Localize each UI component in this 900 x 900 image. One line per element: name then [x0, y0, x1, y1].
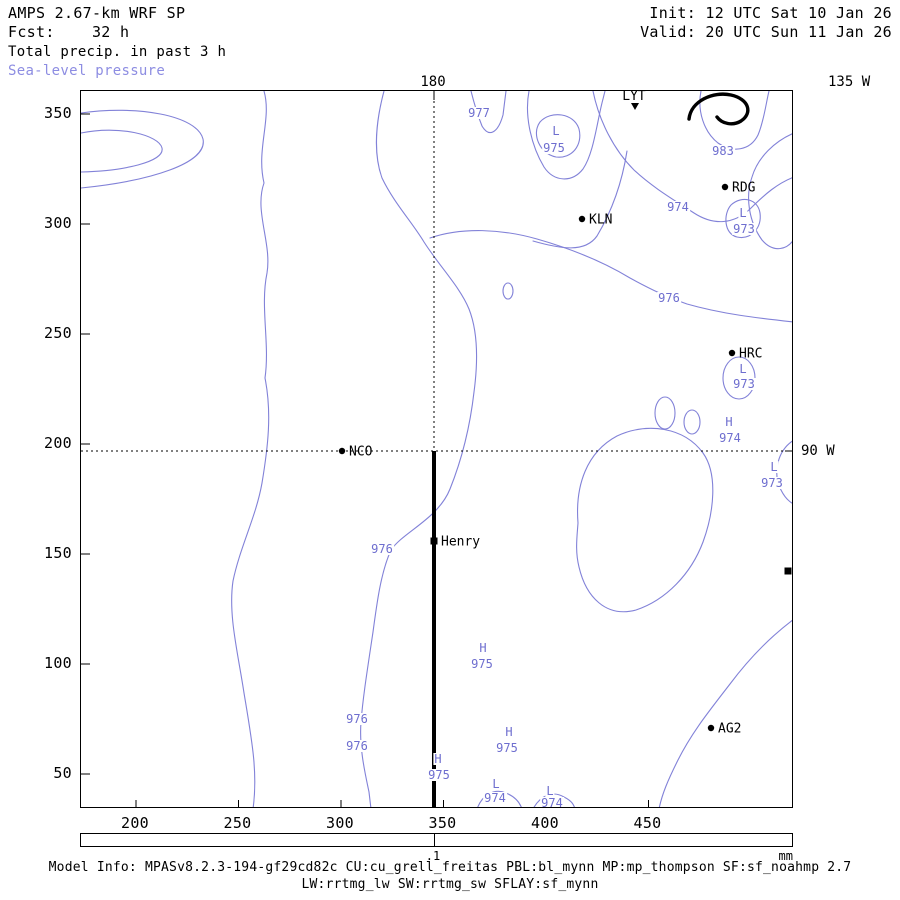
station-marker-edge — [784, 567, 792, 575]
contour-path — [360, 91, 478, 807]
y-axis-tick-label: 200 — [44, 434, 72, 452]
contour-path — [81, 109, 204, 189]
precip-colorbar — [80, 833, 793, 847]
colorbar-tick-label: .1 — [425, 849, 441, 863]
parallel-label-90w: 90 W — [801, 443, 835, 459]
contour-loop — [502, 282, 514, 300]
contour-path — [533, 793, 575, 807]
model-title: AMPS 2.67-km WRF SP — [8, 4, 186, 22]
station-marker-KLN — [578, 215, 586, 223]
x-axis-tick-label: 450 — [633, 814, 662, 832]
pressure-contours — [81, 91, 792, 807]
station-label-NCO: NCO — [349, 445, 373, 460]
meridian-label-180: 180 — [420, 74, 446, 90]
y-axis-tick-label: 100 — [44, 654, 72, 672]
x-axis-tick-label: 350 — [428, 814, 457, 832]
colorbar-unit-label: mm — [778, 849, 793, 863]
contour-path — [526, 91, 606, 180]
station-label-KLN: KLN — [589, 213, 612, 228]
station-marker-NCO — [338, 447, 346, 455]
contour-path — [231, 91, 270, 807]
field-title: Sea-level pressure — [8, 63, 166, 79]
coastline-segment — [687, 92, 750, 126]
contour-path — [658, 619, 792, 807]
y-axis-tick-label: 300 — [44, 214, 72, 232]
contour-path — [748, 133, 792, 250]
station-marker-Henry — [430, 537, 438, 545]
station-label-Henry: Henry — [441, 535, 480, 550]
y-axis-tick-label: 50 — [53, 764, 72, 782]
meridian-label-135w: 135 W — [828, 74, 871, 90]
contour-path — [776, 440, 792, 504]
contour-path — [470, 91, 507, 134]
pressure-contour-map: LYT RDG KLN HRC NCO Henry AG2 — [81, 91, 792, 807]
model-info-line1: Model Info: MPASv8.2.3-194-gf29cd82c CU:… — [48, 860, 852, 875]
x-axis-tick-label: 200 — [121, 814, 149, 832]
contour-path — [429, 230, 792, 323]
axis-tick-marks — [81, 91, 792, 807]
x-axis-tick-label: 300 — [326, 814, 354, 832]
contour-path — [535, 114, 581, 158]
contour-path — [725, 198, 761, 238]
station-label-HRC: HRC — [739, 347, 762, 362]
y-axis-tick-label: 350 — [44, 104, 72, 122]
contour-loop — [722, 356, 756, 400]
contour-loop — [683, 409, 701, 435]
field-subtitle: Total precip. in past 3 h — [8, 44, 227, 60]
forecast-hour: Fcst: 32 h — [8, 23, 130, 41]
valid-time: Valid: 20 UTC Sun 11 Jan 26 — [640, 23, 892, 41]
contour-path — [699, 91, 770, 150]
contour-path — [592, 91, 792, 223]
y-axis-tick-label: 150 — [44, 544, 72, 562]
reference-lines — [81, 91, 792, 807]
y-axis-tick-label: 250 — [44, 324, 72, 342]
init-time: Init: 12 UTC Sat 10 Jan 26 — [649, 4, 892, 22]
station-label-AG2: AG2 — [718, 722, 741, 737]
station-markers: LYT RDG KLN HRC NCO Henry AG2 — [338, 91, 792, 737]
colorbar-tick — [434, 834, 435, 846]
model-info-line2: LW:rrtmg_lw SW:rrtmg_sw SFLAY:sf_mynn — [301, 877, 599, 892]
station-marker-AG2 — [707, 724, 715, 732]
station-marker-LYT — [631, 103, 639, 110]
contour-loop — [654, 396, 676, 430]
contour-path — [477, 790, 522, 807]
station-marker-HRC — [728, 349, 736, 357]
station-label-RDG: RDG — [732, 181, 756, 196]
map-plot-area: LYT RDG KLN HRC NCO Henry AG2 977 L 975 983 974 L 97… — [80, 90, 793, 808]
contour-path — [532, 150, 628, 249]
contour-path — [81, 129, 163, 173]
station-marker-RDG — [721, 183, 729, 191]
station-label-LYT: LYT — [622, 91, 646, 104]
x-axis-tick-label: 250 — [223, 814, 252, 832]
x-axis-tick-label: 400 — [531, 814, 559, 832]
contour-path — [576, 427, 714, 613]
